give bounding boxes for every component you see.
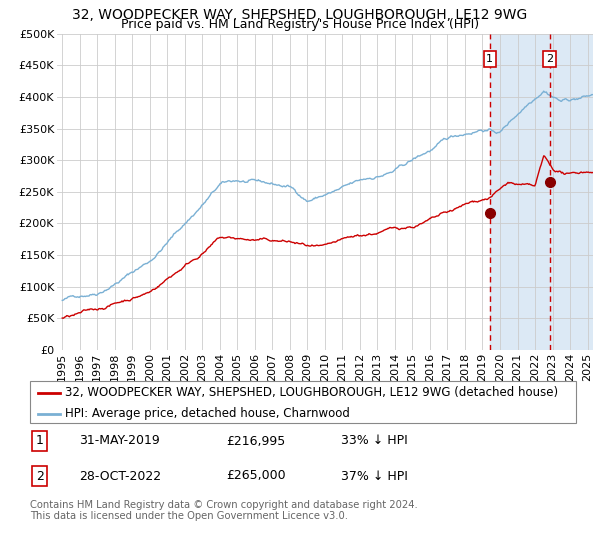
Text: Contains HM Land Registry data © Crown copyright and database right 2024.
This d: Contains HM Land Registry data © Crown c… [30, 500, 418, 521]
Text: £216,995: £216,995 [227, 435, 286, 447]
Text: 2: 2 [546, 54, 553, 64]
Text: 1: 1 [486, 54, 493, 64]
Text: £265,000: £265,000 [227, 469, 286, 483]
Text: 31-MAY-2019: 31-MAY-2019 [79, 435, 160, 447]
Bar [490, 34, 600, 350]
Text: 32, WOODPECKER WAY, SHEPSHED, LOUGHBOROUGH, LE12 9WG (detached house): 32, WOODPECKER WAY, SHEPSHED, LOUGHBOROU… [65, 386, 559, 399]
Text: 1: 1 [36, 435, 44, 447]
Text: 33% ↓ HPI: 33% ↓ HPI [341, 435, 408, 447]
Text: 2: 2 [36, 469, 44, 483]
Text: 37% ↓ HPI: 37% ↓ HPI [341, 469, 408, 483]
Text: HPI: Average price, detached house, Charnwood: HPI: Average price, detached house, Char… [65, 407, 350, 420]
Text: 32, WOODPECKER WAY, SHEPSHED, LOUGHBOROUGH, LE12 9WG: 32, WOODPECKER WAY, SHEPSHED, LOUGHBOROU… [73, 8, 527, 22]
Text: 28-OCT-2022: 28-OCT-2022 [79, 469, 161, 483]
Text: Price paid vs. HM Land Registry's House Price Index (HPI): Price paid vs. HM Land Registry's House … [121, 18, 479, 31]
